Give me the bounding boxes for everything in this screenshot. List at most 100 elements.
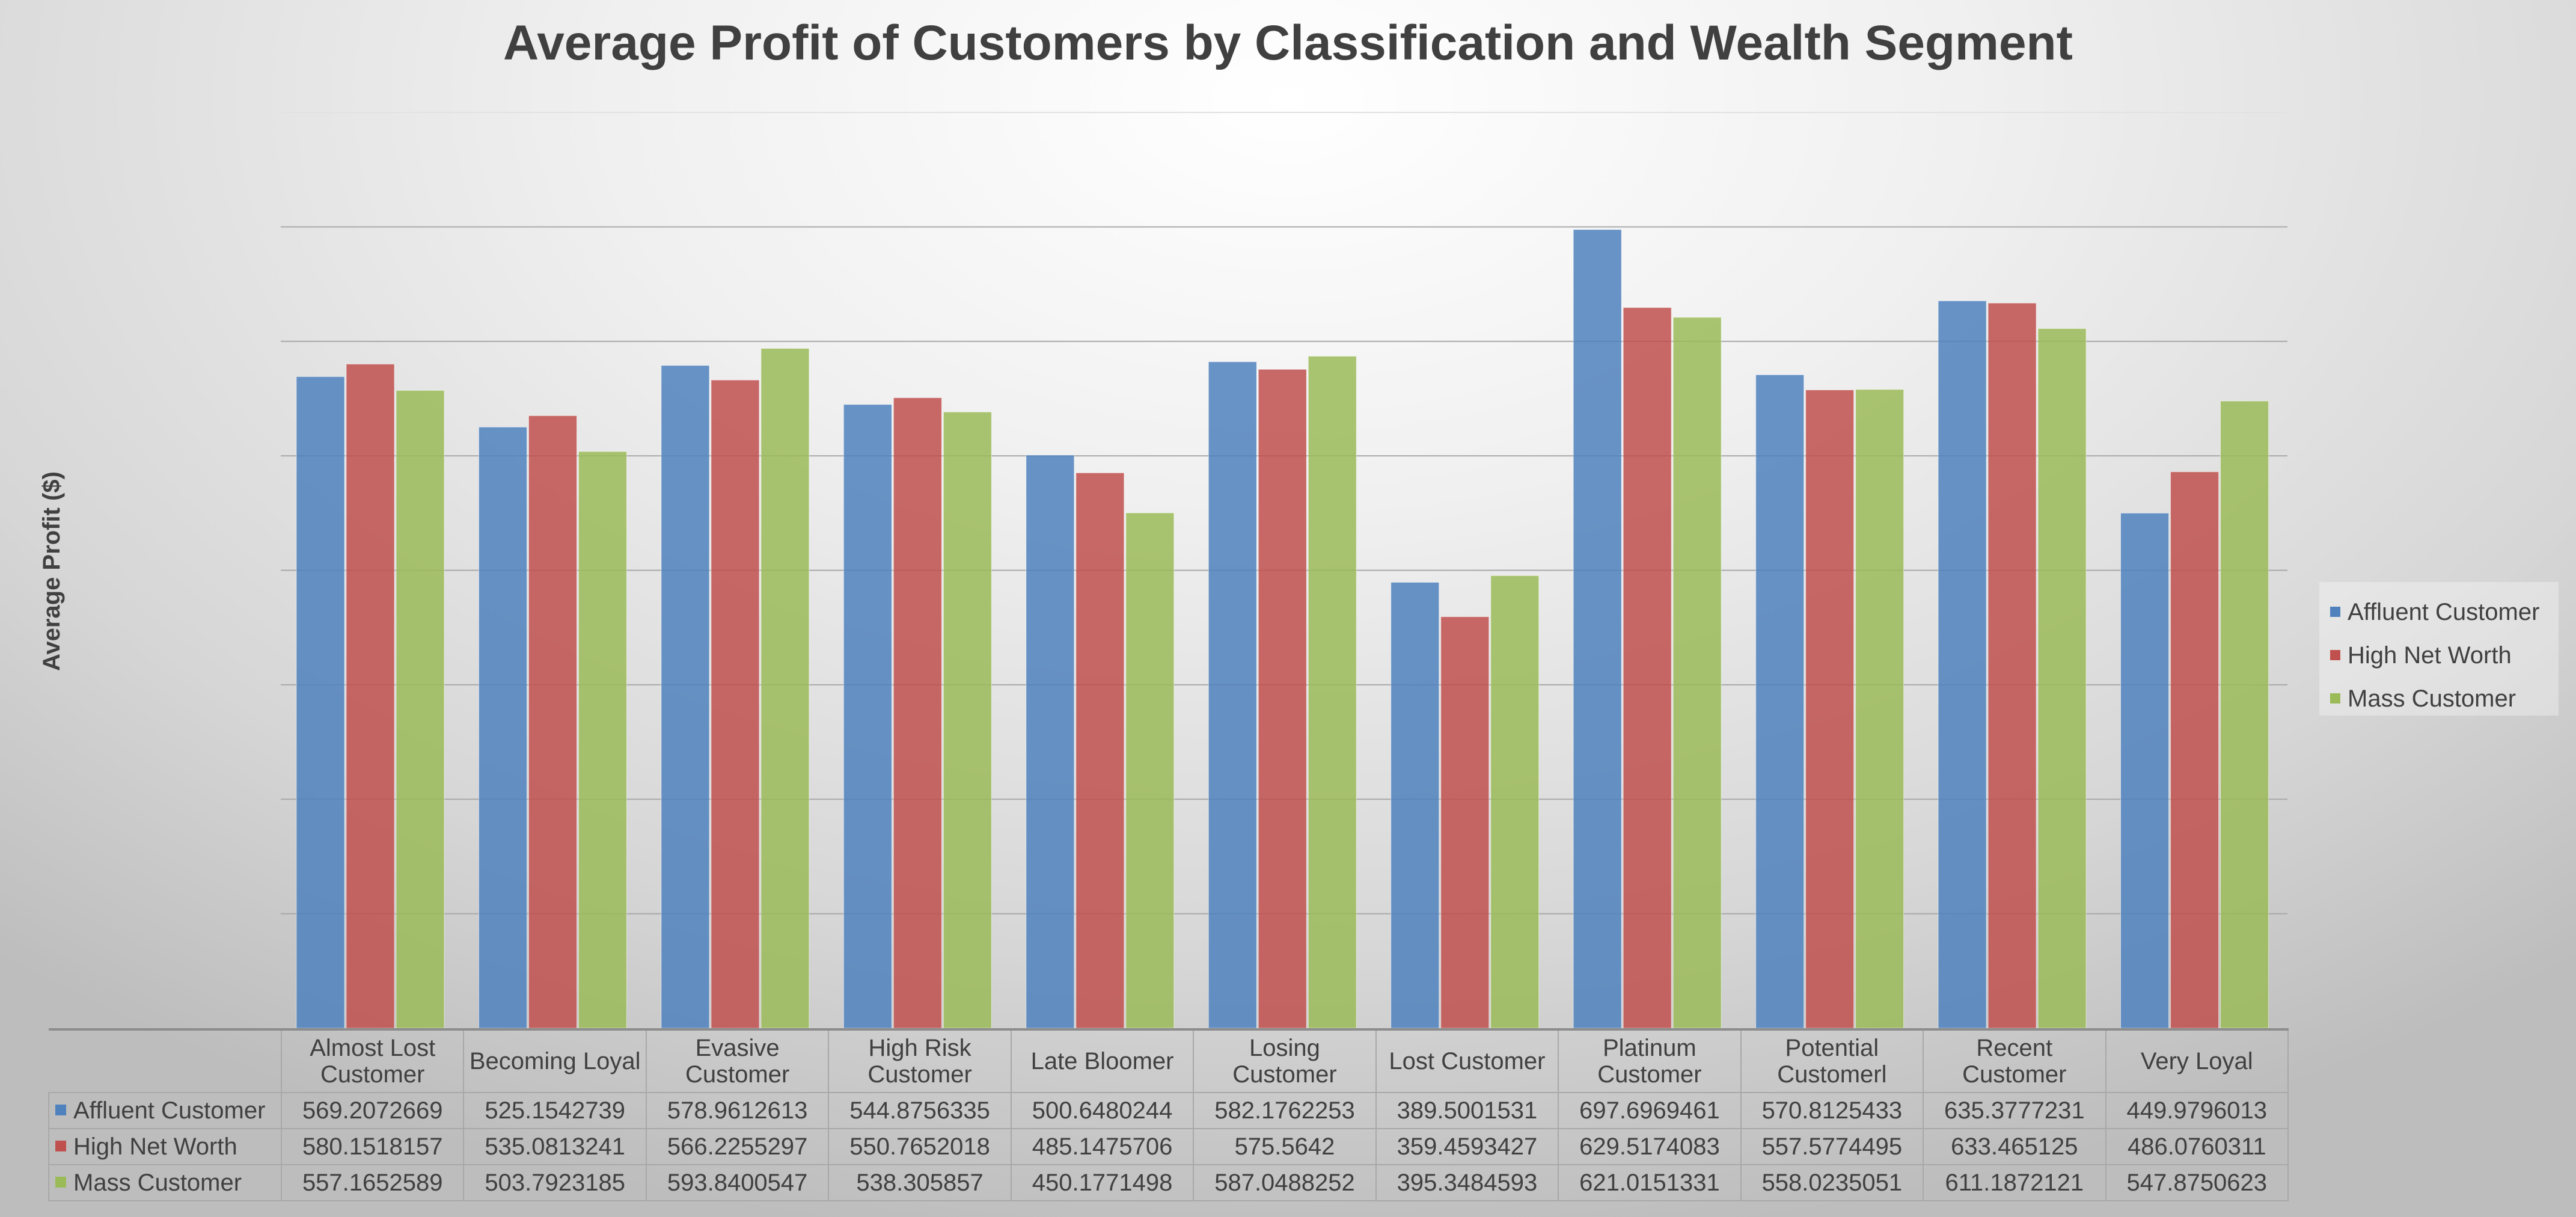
bar bbox=[2220, 400, 2269, 1029]
bar bbox=[1125, 512, 1175, 1029]
x-tick-label: Lost Customer bbox=[1375, 1028, 1559, 1093]
x-tick-label: Almost Lost Customer bbox=[280, 1028, 465, 1093]
series-name-text: Mass Customer bbox=[73, 1169, 242, 1196]
bar bbox=[1390, 581, 1440, 1029]
bar bbox=[1308, 355, 1357, 1029]
table-corner bbox=[49, 1028, 281, 1093]
bar bbox=[1987, 302, 2037, 1029]
series-name-text: Affluent Customer bbox=[73, 1097, 266, 1124]
bar bbox=[1026, 455, 1075, 1029]
data-label: 566.2255297 bbox=[645, 1128, 830, 1165]
x-tick-label: Very Loyal bbox=[2105, 1028, 2289, 1093]
bar bbox=[1938, 300, 1987, 1029]
data-label: 558.0235051 bbox=[1740, 1164, 1924, 1201]
data-label: 486.0760311 bbox=[2105, 1128, 2289, 1165]
data-label: 611.1872121 bbox=[1923, 1164, 2106, 1201]
data-label: 621.0151331 bbox=[1558, 1164, 1742, 1201]
chart-title: Average Profit of Customers by Classific… bbox=[503, 16, 2073, 70]
bar bbox=[711, 379, 760, 1029]
data-label: 538.305857 bbox=[828, 1164, 1012, 1201]
data-label: 395.3484593 bbox=[1375, 1164, 1559, 1201]
data-label: 580.1518157 bbox=[280, 1128, 465, 1165]
bar bbox=[2037, 328, 2087, 1029]
data-label: 582.1762253 bbox=[1193, 1092, 1377, 1129]
bar bbox=[2170, 471, 2220, 1029]
series-swatch bbox=[55, 1177, 66, 1188]
table-row: Affluent Customer 569.2072669 525.1542739 5… bbox=[48, 1092, 2289, 1129]
bar bbox=[1855, 389, 1904, 1029]
data-label: 389.5001531 bbox=[1375, 1092, 1559, 1129]
data-label: 557.5774495 bbox=[1740, 1128, 1924, 1165]
series-swatch bbox=[55, 1141, 66, 1152]
data-label: 450.1771498 bbox=[1010, 1164, 1195, 1201]
data-label: 547.8750623 bbox=[2105, 1164, 2289, 1201]
data-label: 575.5642 bbox=[1193, 1128, 1377, 1165]
legend-entry: Mass Customer bbox=[2319, 677, 2559, 720]
data-label: 550.7652018 bbox=[828, 1128, 1012, 1165]
table-series-name: Affluent Customer bbox=[48, 1092, 282, 1129]
bar bbox=[478, 426, 527, 1029]
legend-swatch bbox=[2330, 693, 2340, 704]
bar bbox=[1805, 390, 1855, 1029]
data-label: 633.465125 bbox=[1923, 1128, 2106, 1165]
bar bbox=[1672, 317, 1722, 1029]
legend-entry: High Net Worth bbox=[2319, 634, 2559, 677]
bar bbox=[1440, 616, 1490, 1029]
data-label: 557.1652589 bbox=[280, 1164, 465, 1201]
bar bbox=[843, 404, 892, 1029]
legend-label: Affluent Customer bbox=[2348, 599, 2540, 625]
bar bbox=[943, 411, 992, 1029]
data-label: 569.2072669 bbox=[280, 1092, 465, 1129]
data-label: 578.9612613 bbox=[645, 1092, 830, 1129]
bar bbox=[346, 364, 395, 1029]
table-row: High Net Worth 580.1518157 535.0813241 566.… bbox=[48, 1128, 2289, 1165]
table-series-name: High Net Worth bbox=[48, 1128, 282, 1165]
table-series-name: Mass Customer bbox=[48, 1164, 282, 1201]
bar bbox=[760, 348, 810, 1029]
data-label: 587.0488252 bbox=[1193, 1164, 1377, 1201]
data-label: 500.6480244 bbox=[1010, 1092, 1195, 1129]
x-tick-label: Potential Customerl bbox=[1740, 1028, 1924, 1093]
legend: Affluent Customer High Net Worth Mass Cust… bbox=[2319, 582, 2559, 716]
data-table: Almost Lost Customer Becoming Loyal Evasiv… bbox=[48, 1028, 2289, 1201]
x-tick-label: Late Bloomer bbox=[1010, 1028, 1195, 1093]
data-label: 359.4593427 bbox=[1375, 1128, 1559, 1165]
data-label: 535.0813241 bbox=[463, 1128, 647, 1165]
data-label: 449.9796013 bbox=[2105, 1092, 2289, 1129]
legend-label: High Net Worth bbox=[2348, 642, 2512, 669]
x-tick-label: Losing Customer bbox=[1193, 1028, 1377, 1093]
bar bbox=[1490, 575, 1540, 1029]
legend-entry: Affluent Customer bbox=[2319, 590, 2559, 634]
x-tick-label: Evasive Customer bbox=[645, 1028, 830, 1093]
bar bbox=[396, 390, 445, 1029]
bar bbox=[296, 376, 345, 1029]
data-label: 635.3777231 bbox=[1923, 1092, 2106, 1129]
bar bbox=[528, 415, 577, 1029]
data-label: 629.5174083 bbox=[1558, 1128, 1742, 1165]
series-swatch bbox=[55, 1105, 66, 1116]
bar bbox=[1573, 229, 1622, 1029]
bar bbox=[1258, 369, 1307, 1029]
table-row: Mass Customer 557.1652589 503.7923185 593.8… bbox=[48, 1164, 2289, 1201]
bar bbox=[1208, 361, 1257, 1029]
x-tick-label: Recent Customer bbox=[1923, 1028, 2106, 1093]
bar bbox=[2120, 512, 2170, 1029]
data-label: 544.8756335 bbox=[828, 1092, 1012, 1129]
data-label: 593.8400547 bbox=[645, 1164, 830, 1201]
x-tick-label: Platinum Customer bbox=[1558, 1028, 1742, 1093]
bar bbox=[893, 397, 942, 1029]
bar bbox=[661, 365, 710, 1029]
series-name-text: High Net Worth bbox=[73, 1133, 237, 1160]
data-label: 697.6969461 bbox=[1558, 1092, 1742, 1129]
legend-swatch bbox=[2330, 606, 2340, 617]
data-label: 570.8125433 bbox=[1740, 1092, 1924, 1129]
data-label: 525.1542739 bbox=[463, 1092, 647, 1129]
bar bbox=[1755, 374, 1805, 1029]
legend-label: Mass Customer bbox=[2348, 685, 2516, 712]
bar bbox=[1075, 472, 1125, 1029]
x-tick-label: High Risk Customer bbox=[828, 1028, 1012, 1093]
data-label: 485.1475706 bbox=[1010, 1128, 1195, 1165]
bar bbox=[578, 451, 627, 1029]
